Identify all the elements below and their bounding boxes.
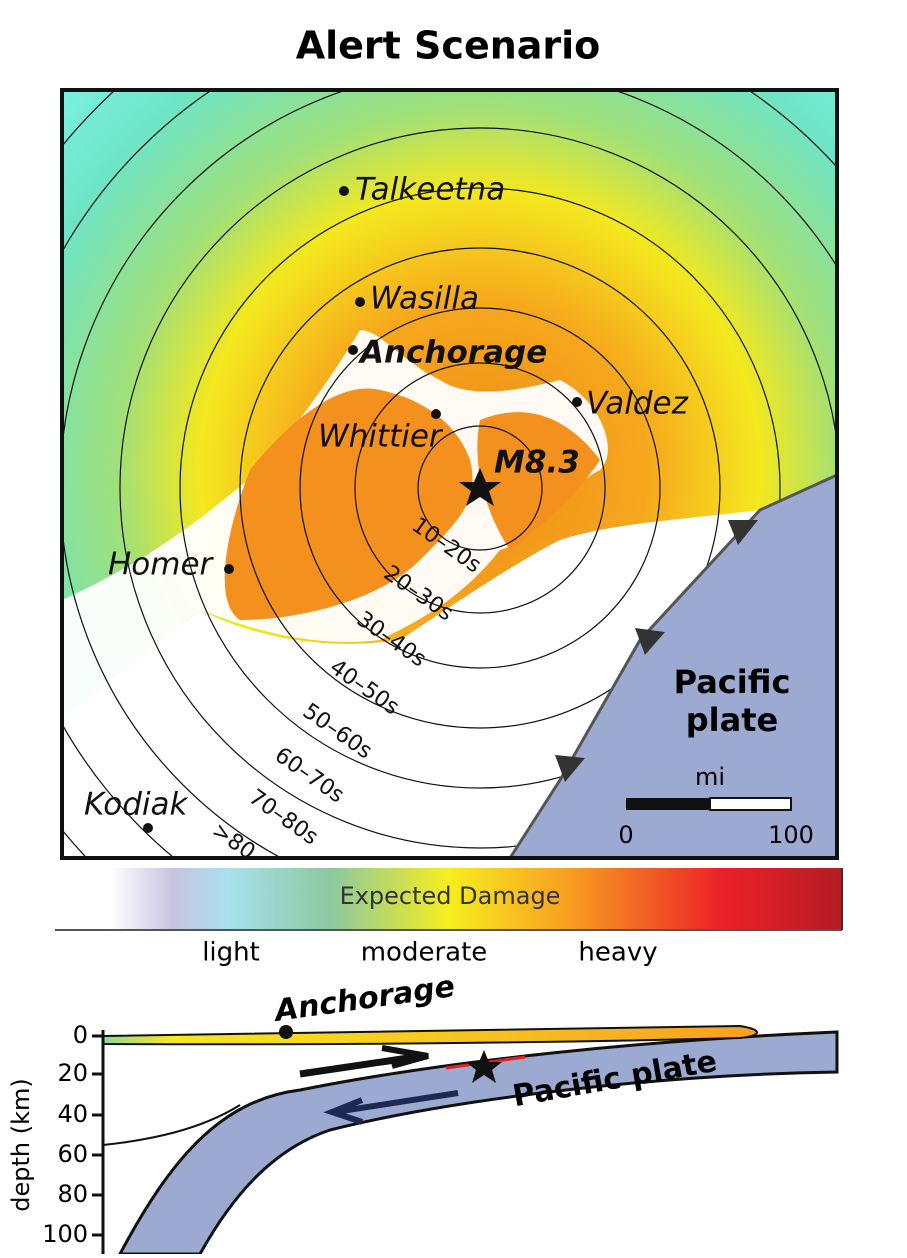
depth-axis-label: depth (km) xyxy=(7,1078,35,1212)
depth-tick-label: 80 xyxy=(57,1180,88,1208)
damage-colorbar xyxy=(55,868,842,930)
depth-tick-label: 40 xyxy=(57,1100,88,1128)
rings xyxy=(62,90,837,858)
depth-ticks: 0 20 40 60 80 100 xyxy=(42,1021,103,1248)
plate-label: Pacific xyxy=(674,663,791,701)
title: Alert Scenario xyxy=(296,24,601,68)
depth-tick-label: 100 xyxy=(42,1220,88,1248)
cross-section: Anchorage Pacific plate depth (km) 02040… xyxy=(7,969,839,1256)
section-place: Anchorage xyxy=(271,969,457,1029)
place-dots xyxy=(143,186,582,833)
legend-label: light xyxy=(202,938,260,968)
depth-tick-label: 0 xyxy=(73,1021,88,1049)
legend-title: Expected Damage xyxy=(340,882,561,910)
place-label: Homer xyxy=(108,547,215,583)
scale-label: 100 xyxy=(768,821,814,849)
depth-tick-label: 60 xyxy=(57,1140,88,1168)
legend-label: moderate xyxy=(361,938,488,968)
sound xyxy=(477,412,600,550)
epicenter-label: M8.3 xyxy=(494,445,580,481)
map-frame xyxy=(60,88,839,860)
pacific-plate xyxy=(508,473,837,858)
epicenter-star xyxy=(459,468,501,506)
place-label: Valdez xyxy=(586,386,689,422)
place-label: Anchorage xyxy=(357,335,547,371)
place-label: Whittier xyxy=(318,419,444,455)
peninsula xyxy=(224,388,473,620)
place-label: Kodiak xyxy=(84,787,188,823)
scale-label: 0 xyxy=(618,821,633,849)
thrust-teeth xyxy=(555,520,758,782)
scale-unit: mi xyxy=(695,763,725,791)
place-label: Wasilla xyxy=(370,281,479,317)
scale-bar: mi 0 100 xyxy=(618,763,814,849)
legend-label: heavy xyxy=(578,938,657,968)
plate-label: plate xyxy=(686,701,778,739)
map xyxy=(62,90,837,858)
depth-tick-label: 20 xyxy=(57,1059,88,1087)
place-label: Talkeetna xyxy=(355,172,505,208)
